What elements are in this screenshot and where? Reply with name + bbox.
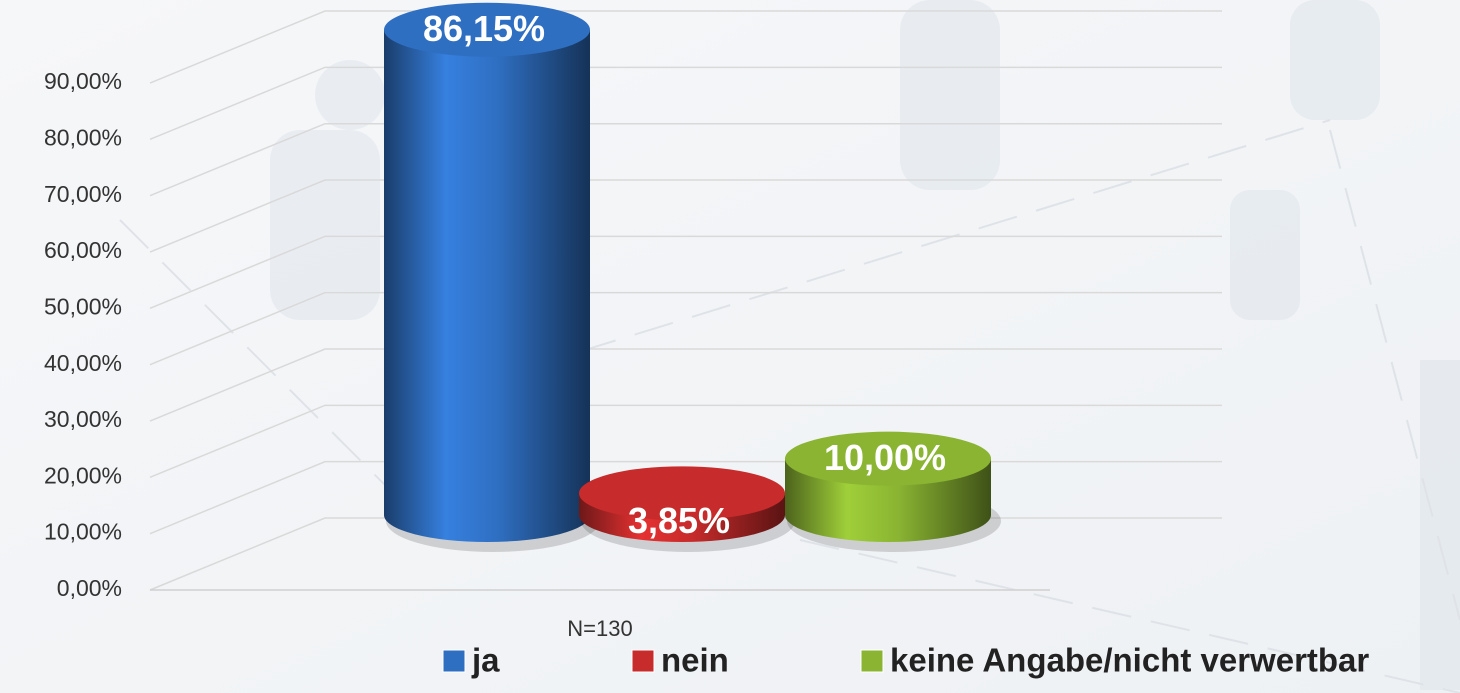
value-label: 86,15% (423, 8, 545, 49)
y-tick-label: 80,00% (44, 124, 122, 150)
y-tick-label: 40,00% (44, 350, 122, 376)
y-tick-label: 10,00% (44, 519, 122, 545)
legend-label: nein (661, 642, 729, 679)
page: {"chart_data": {"type": "cylinder-bar", … (0, 0, 1460, 693)
legend-swatch (632, 650, 654, 672)
background (0, 0, 1460, 693)
bar (384, 30, 590, 542)
y-tick-label: 60,00% (44, 237, 122, 263)
legend-swatch (861, 650, 883, 672)
y-tick-label: 90,00% (44, 68, 122, 94)
y-tick-label: 30,00% (44, 406, 122, 432)
y-tick-label: 70,00% (44, 181, 122, 207)
y-tick-label: 20,00% (44, 462, 122, 488)
value-label: 3,85% (628, 500, 730, 541)
legend-label: ja (471, 642, 500, 679)
chart: N=130 0,00% 10,00% 20,00% 30,00% 40,00% 50,00… (0, 0, 1460, 693)
legend-swatch (443, 650, 465, 672)
x-axis-label: N=130 (567, 616, 632, 641)
legend-label: keine Angabe/nicht verwertbar (890, 642, 1369, 679)
y-tick-label: 0,00% (57, 575, 122, 601)
y-tick-label: 50,00% (44, 293, 122, 319)
value-label: 10,00% (824, 437, 946, 478)
